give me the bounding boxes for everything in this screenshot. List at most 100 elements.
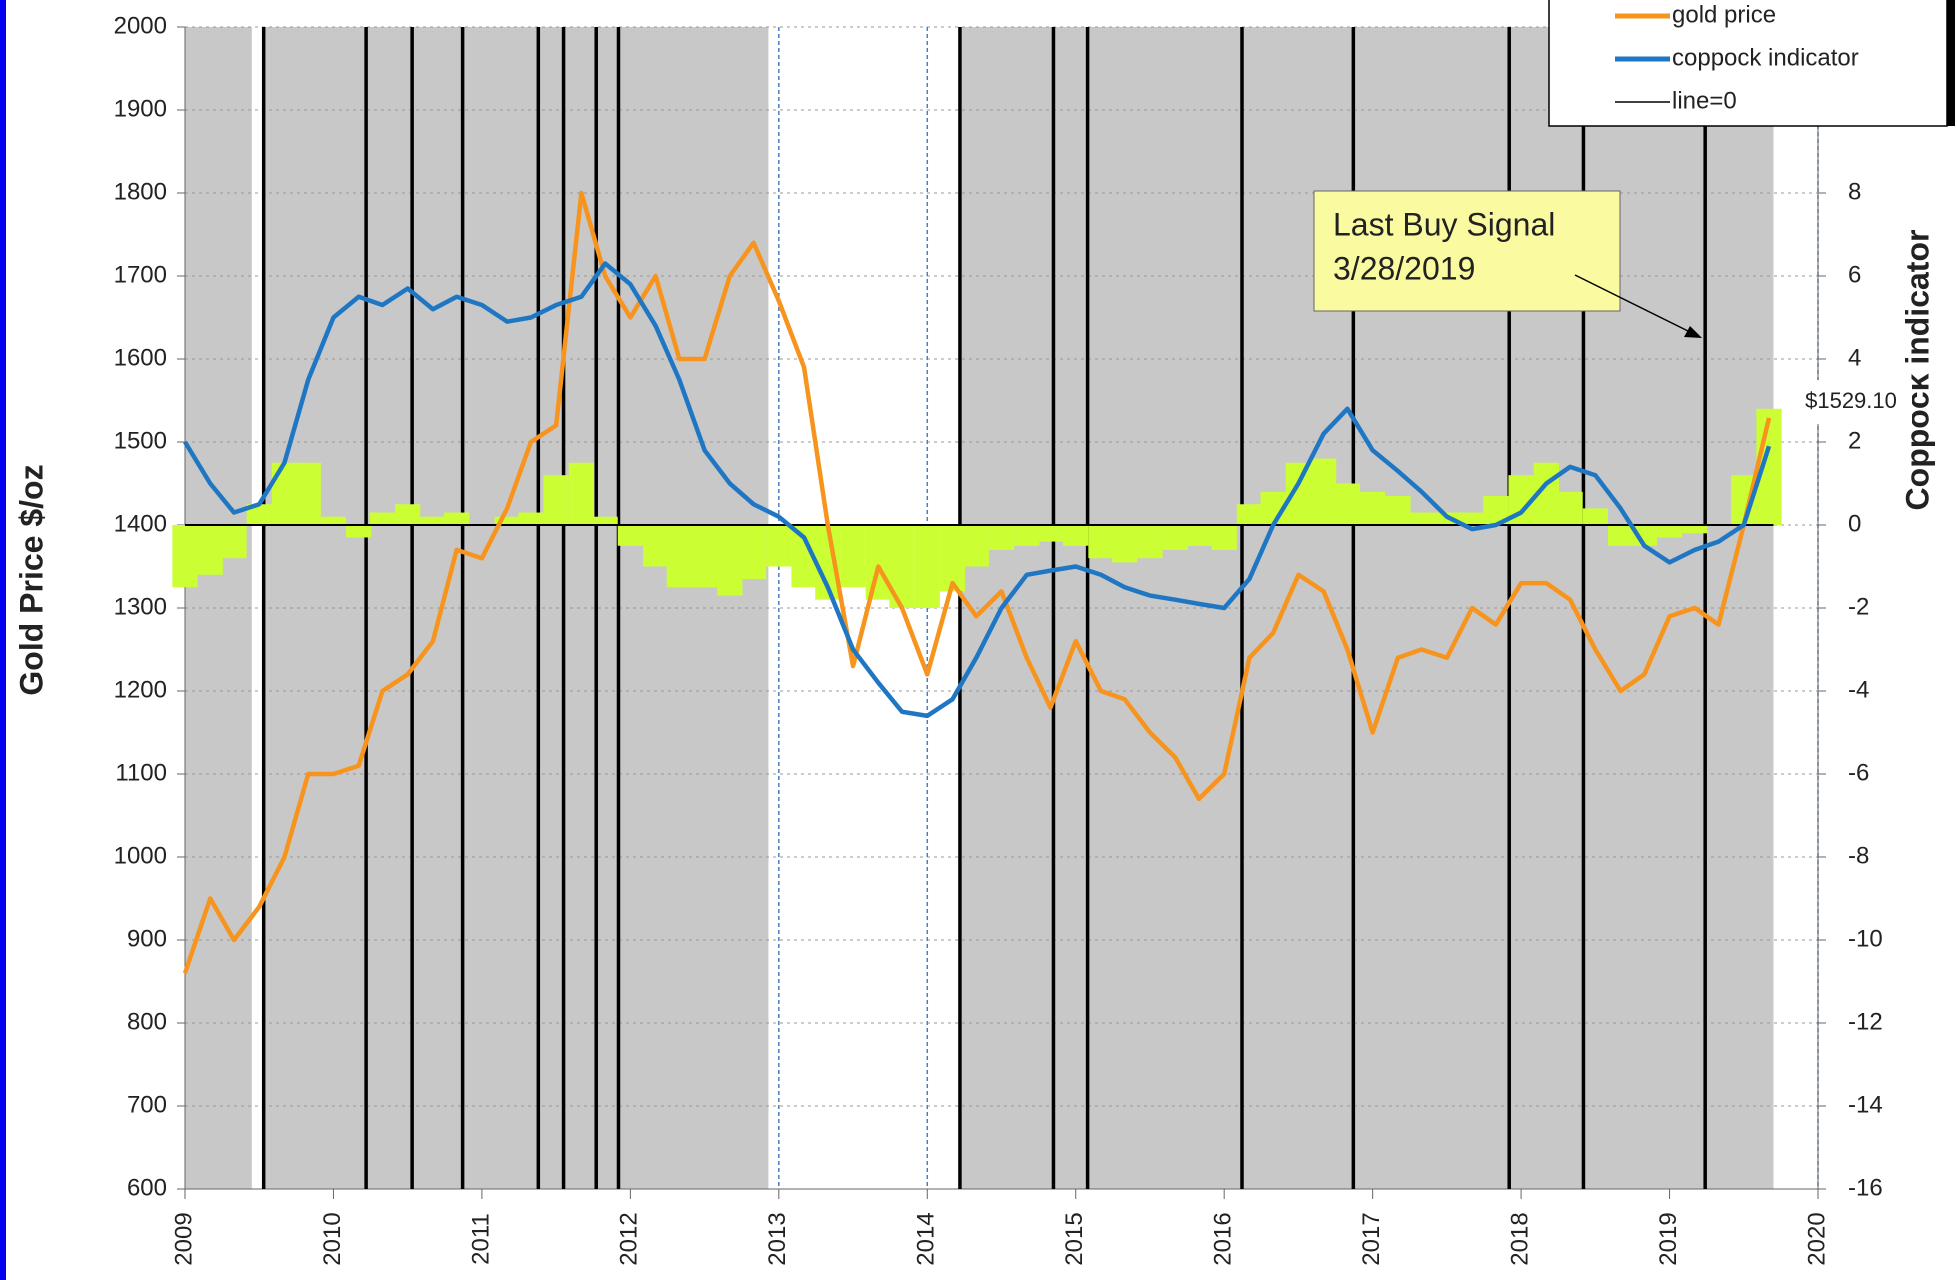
price-label-box [1790, 380, 1912, 424]
histogram-bar [1063, 525, 1089, 546]
left-border [0, 0, 6, 1280]
y2-tick-label: -6 [1848, 759, 1869, 786]
y2-tick-label: 6 [1848, 261, 1861, 288]
histogram-bar [1037, 525, 1064, 542]
legend-label: line=0 [1672, 87, 1737, 114]
histogram-bar [939, 525, 966, 592]
histogram-bar [963, 525, 989, 567]
y-tick-label: 700 [127, 1091, 167, 1118]
y2-tick-label: 4 [1848, 344, 1861, 371]
series-line [183, 261, 1772, 719]
histogram-bar [444, 512, 470, 525]
x-tick-label: 2009 [170, 1212, 197, 1265]
histogram-bar [1014, 525, 1040, 546]
y-tick-label: 1200 [114, 676, 167, 703]
histogram-bar [1607, 525, 1634, 546]
y-tick-label: 1600 [114, 344, 167, 371]
histogram-bar [1631, 525, 1657, 546]
x-tick-label: 2010 [319, 1212, 346, 1265]
histogram-bar [543, 475, 569, 525]
y-tick-label: 600 [127, 1174, 167, 1201]
x-tick-label: 2012 [616, 1212, 643, 1265]
arrow-head [1684, 326, 1702, 338]
y-tick-label: 1400 [114, 510, 167, 537]
histogram-bar [717, 525, 743, 596]
histogram-bar [271, 462, 298, 525]
annotation-box [1313, 190, 1621, 312]
x-tick-label: 2013 [764, 1212, 791, 1265]
y-tick-label: 2000 [114, 12, 167, 39]
y2-tick-label: -12 [1848, 1008, 1883, 1035]
histogram-bar [420, 516, 446, 525]
histogram-bar [840, 525, 866, 588]
y2-tick-label: -2 [1848, 593, 1869, 620]
x-tick-label: 2018 [1506, 1212, 1533, 1265]
histogram-bar [369, 512, 396, 525]
y2-tick-label: -14 [1848, 1091, 1883, 1118]
legend-box [1548, 0, 1948, 127]
y2-tick-label: -16 [1848, 1174, 1883, 1201]
histogram-bar [1162, 525, 1188, 550]
histogram-bar [568, 462, 594, 525]
price-label: $1529.10 [1805, 388, 1897, 413]
histogram-bar [1088, 525, 1114, 559]
histogram-bar [1334, 483, 1361, 525]
histogram-bar [691, 525, 718, 588]
histogram-bar [518, 512, 544, 525]
histogram-bar [740, 525, 767, 579]
x-tick-label: 2019 [1655, 1212, 1682, 1265]
x-tick-label: 2011 [467, 1213, 494, 1265]
x-tick-label: 2016 [1210, 1212, 1237, 1265]
y-tick-label: 1800 [114, 178, 167, 205]
histogram-bar [914, 525, 940, 608]
x-tick-label: 2015 [1061, 1212, 1088, 1265]
y-tick-label: 1700 [114, 261, 167, 288]
histogram-bar [1385, 495, 1411, 525]
histogram-bar [246, 504, 272, 525]
x-tick-label: 2020 [1803, 1212, 1830, 1265]
histogram-bar [1112, 525, 1138, 563]
histogram-bar [1211, 525, 1237, 550]
y-tick-label: 1000 [114, 842, 167, 869]
histogram-bar [346, 525, 372, 538]
histogram-bar [642, 525, 669, 567]
histogram-bar [172, 525, 198, 588]
histogram-bar [1360, 491, 1386, 525]
histogram-bar [1459, 512, 1485, 525]
histogram-bar [666, 525, 692, 588]
annotation-text: Last Buy Signal [1333, 206, 1555, 242]
legend-label: coppock indicator [1672, 44, 1859, 71]
legend-label: gold price [1672, 1, 1776, 28]
y2-tick-label: 2 [1848, 427, 1861, 454]
histogram-bar [1311, 458, 1337, 525]
histogram-bar [1236, 504, 1263, 525]
histogram-bar [197, 525, 223, 575]
y2-tick-label: 0 [1848, 510, 1861, 537]
y2-tick-label: 8 [1848, 178, 1861, 205]
histogram-bar [395, 504, 421, 525]
histogram-bar [1682, 525, 1708, 534]
y-tick-label: 1100 [115, 759, 167, 786]
histogram-bar [295, 462, 321, 525]
histogram-bar [494, 516, 520, 525]
histogram-bar [1656, 525, 1683, 538]
y-tick-label: 1500 [114, 427, 167, 454]
histogram-bar [766, 525, 792, 567]
y-tick-label: 1900 [114, 95, 167, 122]
histogram-bar [1557, 491, 1583, 525]
shaded-range [185, 27, 252, 1189]
y-tick-label: 1300 [114, 593, 167, 620]
histogram-bar [617, 525, 643, 546]
x-tick-label: 2017 [1358, 1212, 1385, 1265]
histogram-bar [1409, 512, 1435, 525]
histogram-bar [221, 525, 247, 559]
histogram-bar [592, 516, 618, 525]
y-tick-label: 800 [127, 1008, 167, 1035]
histogram-bar [1137, 525, 1163, 559]
histogram-bar [865, 525, 891, 600]
annotation-arrow [1574, 274, 1693, 334]
histogram-bar [320, 516, 347, 525]
histogram-bar [988, 525, 1015, 550]
histogram-bar [1582, 508, 1608, 525]
